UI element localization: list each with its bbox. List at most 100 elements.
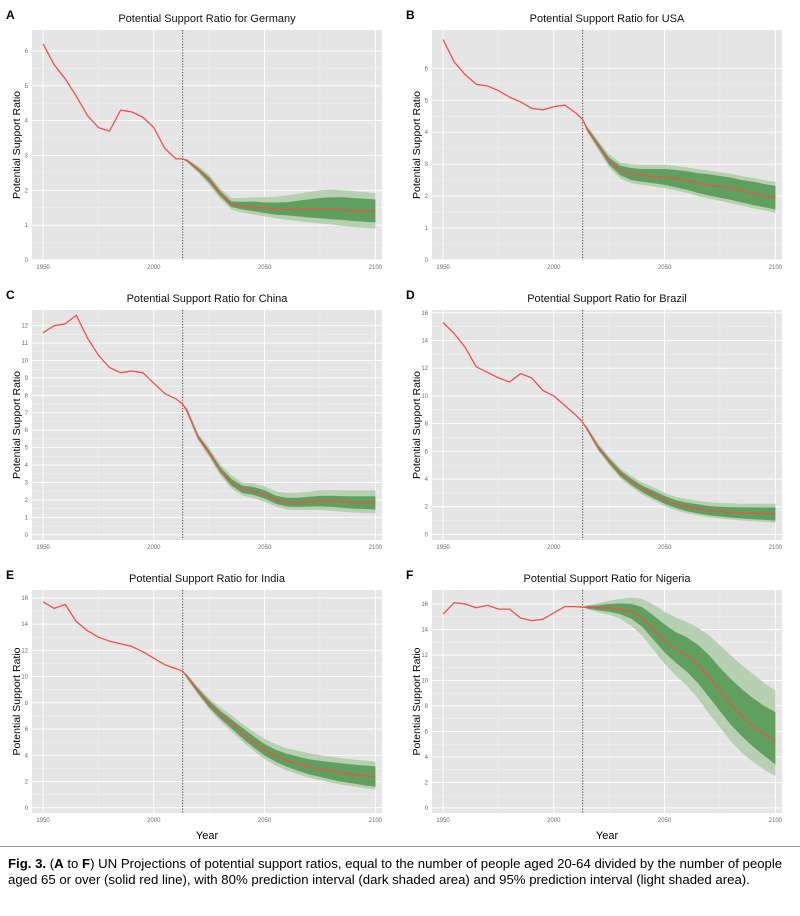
y-tick-label: 16 — [421, 602, 428, 608]
x-tick-label: 2000 — [147, 545, 161, 551]
x-tick-label: 1950 — [436, 265, 450, 271]
y-tick-label: 6 — [425, 449, 429, 455]
caption-divider — [0, 846, 800, 847]
x-tick-label: 2000 — [147, 818, 161, 824]
x-tick-label: 2100 — [769, 818, 783, 824]
caption-letter-a: A — [54, 856, 64, 871]
panel-letter: E — [6, 568, 14, 582]
x-tick-label: 2000 — [547, 818, 561, 824]
y-tick-label: 2 — [25, 498, 29, 504]
caption-paren: ( — [46, 856, 54, 871]
x-tick-label: 2000 — [147, 265, 161, 271]
figure-caption: Fig. 3. (A to F) UN Projections of poten… — [8, 856, 793, 888]
chart-nigeria: 1950 2000 2050 21000246810121416F Potential … — [400, 560, 792, 845]
chart-brazil: 1950 2000 2050 2100 0 2 4 6 8 10 12 14 16 D Potential … — [400, 280, 792, 556]
chart-germany: 1950 2000 2050 2100 0 1 2 3 4 5 6 A Potential Suppor… — [0, 0, 392, 276]
y-axis-label: Potential Support Ratio — [411, 371, 423, 479]
panel-letter: C — [6, 288, 15, 302]
panel-letter: F — [406, 568, 413, 582]
y-tick-label: 16 — [421, 311, 428, 317]
panel-title: Potential Support Ratio for Germany — [118, 13, 296, 25]
y-tick-label: 9 — [25, 376, 29, 382]
y-tick-label: 0 — [425, 806, 429, 812]
caption-body: ) UN Projections of potential support ra… — [8, 856, 782, 887]
y-tick-label: 0 — [25, 533, 29, 539]
y-tick-label: 2 — [425, 194, 429, 200]
y-tick-label: 6 — [425, 66, 429, 72]
y-tick-label: 2 — [425, 505, 429, 511]
x-tick-label: 2100 — [369, 818, 383, 824]
x-tick-label: 2050 — [258, 545, 272, 551]
x-tick-label: 2000 — [547, 545, 561, 551]
y-axis-label: Potential Support Ratio — [411, 647, 423, 755]
x-tick-label: 2100 — [769, 265, 783, 271]
y-tick-label: 3 — [425, 162, 429, 168]
x-tick-label: 2050 — [658, 265, 672, 271]
y-tick-label: 5 — [25, 446, 29, 452]
y-tick-label: 2 — [25, 188, 29, 194]
y-tick-label: 6 — [425, 729, 429, 735]
y-tick-label: 0 — [25, 806, 29, 812]
y-tick-label: 6 — [25, 727, 29, 733]
y-tick-label: 14 — [421, 628, 428, 634]
y-tick-label: 5 — [425, 98, 429, 104]
panel-letter: B — [406, 8, 415, 22]
y-tick-label: 0 — [25, 258, 29, 264]
y-tick-label: 16 — [21, 596, 28, 602]
x-tick-label: 1950 — [436, 818, 450, 824]
panel-title: Potential Support Ratio for India — [129, 573, 286, 585]
caption-to: to — [64, 856, 82, 871]
x-tick-label: 2050 — [658, 545, 672, 551]
y-tick-label: 6 — [25, 428, 29, 434]
x-tick-label: 1950 — [36, 818, 50, 824]
y-tick-label: 2 — [425, 780, 429, 786]
x-tick-label: 2050 — [258, 265, 272, 271]
panel-title: Potential Support Ratio for Nigeria — [524, 573, 692, 585]
chart-india: 1950 2000 2050 2100 0 2 4 6 8 10 12 14 16 E Potential … — [0, 560, 392, 845]
panel-a: 1950 2000 2050 2100 0 1 2 3 4 5 6 A Potential Suppor… — [0, 0, 392, 276]
y-axis-label: Potential Support Ratio — [411, 91, 423, 199]
y-axis-label: Potential Support Ratio — [11, 371, 23, 479]
y-tick-label: 0 — [425, 532, 429, 538]
y-tick-label: 8 — [25, 393, 29, 399]
y-tick-label: 7 — [25, 411, 29, 417]
y-tick-label: 5 — [25, 84, 29, 90]
panel-letter: D — [406, 288, 415, 302]
y-tick-label: 6 — [25, 49, 29, 55]
panel-title: Potential Support Ratio for China — [127, 293, 289, 305]
x-tick-label: 2100 — [769, 545, 783, 551]
y-tick-label: 4 — [425, 130, 429, 136]
panel-f: 1950 2000 2050 2100 0 2 4 6 8 10 12 14 16 F Potential … — [400, 560, 792, 845]
y-tick-label: 4 — [425, 755, 429, 761]
y-tick-label: 1 — [425, 226, 429, 232]
panel-letter: A — [6, 8, 15, 22]
y-tick-label: 8 — [425, 704, 429, 710]
panel-e: 1950 2000 2050 2100 0 2 4 6 8 10 12 14 16 E Potential … — [0, 560, 392, 845]
y-tick-label: 4 — [25, 463, 29, 469]
x-tick-label: 1950 — [36, 545, 50, 551]
chart-usa: 1950 2000 2050 2100 0 1 2 3 4 5 6 B Potential Suppor… — [400, 0, 792, 276]
y-tick-label: 14 — [421, 338, 428, 344]
x-tick-label: 1950 — [36, 265, 50, 271]
x-tick-label: 1950 — [436, 545, 450, 551]
y-tick-label: 4 — [25, 753, 29, 759]
panel-c: 1950 2000 2050 2100 0 1 2 3 4 5 6 7 8 9 10 11 12 C Potenti… — [0, 280, 392, 556]
x-tick-label: 2000 — [547, 265, 561, 271]
y-axis-label: Potential Support Ratio — [11, 647, 23, 755]
plot-background — [432, 30, 782, 260]
y-tick-label: 3 — [25, 481, 29, 487]
y-tick-label: 8 — [425, 422, 429, 428]
x-tick-label: 2050 — [258, 818, 272, 824]
y-tick-label: 1 — [25, 223, 29, 229]
x-tick-label: 2050 — [658, 818, 672, 824]
y-tick-label: 4 — [25, 119, 29, 125]
y-tick-label: 2 — [25, 780, 29, 786]
y-tick-label: 0 — [425, 258, 429, 264]
panel-b: 1950 2000 2050 2100 0 1 2 3 4 5 6 B Potential Suppor… — [400, 0, 792, 276]
panel-title: Potential Support Ratio for USA — [530, 13, 685, 25]
x-axis-label: Year — [196, 830, 219, 842]
y-tick-label: 4 — [425, 477, 429, 483]
caption-fig-label: Fig. 3. — [8, 856, 46, 871]
y-tick-label: 14 — [21, 622, 28, 628]
